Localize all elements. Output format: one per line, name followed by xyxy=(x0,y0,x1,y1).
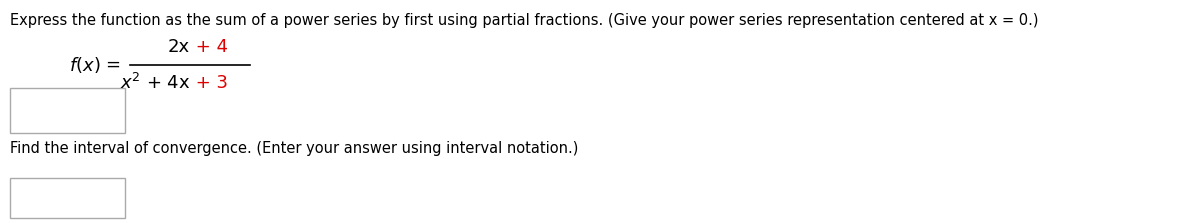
Text: + 3: + 3 xyxy=(190,74,228,92)
Text: 2x: 2x xyxy=(168,38,190,56)
Text: =: = xyxy=(106,56,120,74)
FancyBboxPatch shape xyxy=(10,178,125,218)
Text: $f(x)$: $f(x)$ xyxy=(68,55,100,75)
Text: + 4: + 4 xyxy=(190,38,228,56)
Text: $x^2$ + 4x: $x^2$ + 4x xyxy=(120,73,190,93)
FancyBboxPatch shape xyxy=(10,88,125,133)
Text: Find the interval of convergence. (Enter your answer using interval notation.): Find the interval of convergence. (Enter… xyxy=(10,141,578,156)
Text: Express the function as the sum of a power series by first using partial fractio: Express the function as the sum of a pow… xyxy=(10,13,1038,28)
